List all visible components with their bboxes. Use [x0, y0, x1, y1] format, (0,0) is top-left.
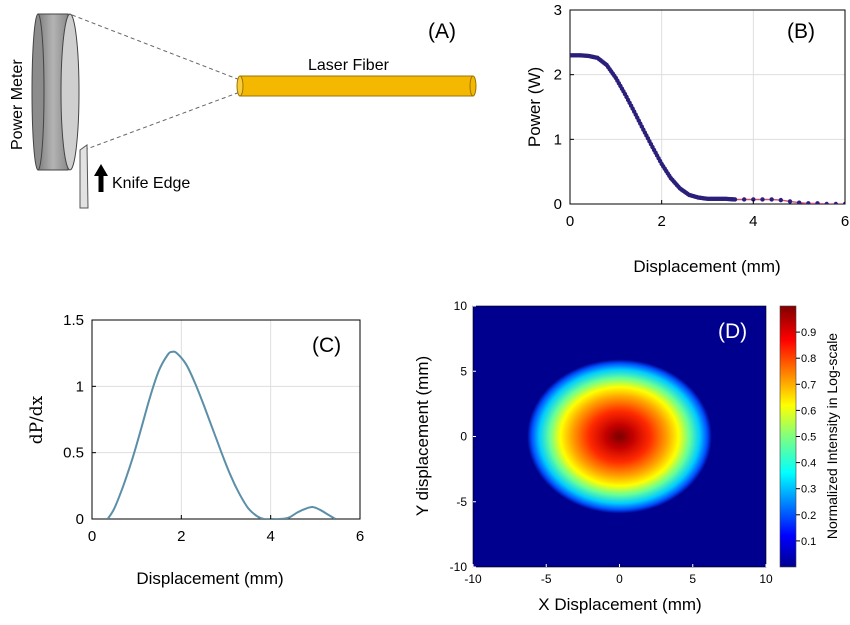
panel-d-heatmap: -10 -5 0 5 10 10 5 0 -5 -10 X Displacement (mm) Y… — [413, 299, 840, 614]
colorbar-label: Normalized Intensity in Log-scale — [824, 333, 840, 539]
panel-c-xtick-label: 0 — [88, 528, 96, 545]
panel-d-ticks: -10 -5 0 5 10 10 5 0 -5 -10 — [450, 299, 773, 586]
panel-b-data-point — [751, 197, 756, 202]
colorbar-ticks: 0.9 0.8 0.7 0.6 0.5 0.4 0.3 0.2 0.1 — [796, 327, 816, 548]
colorbar-tick-label: 0.2 — [801, 510, 816, 522]
panel-b-xlabel: Displacement (mm) — [633, 257, 780, 276]
panel-c-ylabel: dP/dx — [27, 395, 47, 444]
power-meter-label: Power Meter — [9, 59, 26, 150]
knife-edge-shape — [79, 144, 89, 209]
panel-b-data-point — [815, 201, 820, 204]
panel-b-data-point — [824, 201, 829, 204]
colorbar-tick-label: 0.7 — [801, 379, 816, 391]
panel-c-frame — [91, 319, 361, 520]
colorbar-tick-label: 0.8 — [801, 353, 816, 365]
panel-c-ticks: 0 2 4 6 0 0.5 1 1.5 — [63, 312, 364, 545]
panel-c-derivative-line — [106, 350, 336, 519]
laser-fiber-label: Laser Fiber — [308, 57, 390, 74]
colorbar-tick-label: 0.6 — [801, 405, 816, 417]
panel-c-ytick-label: 0.5 — [63, 445, 84, 462]
panel-d-label: (D) — [718, 320, 747, 343]
panel-c-xtick-label: 2 — [177, 528, 185, 545]
colorbar-tick-label: 0.4 — [801, 458, 816, 470]
panel-d-ylabel: Y displacement (mm) — [413, 356, 432, 516]
panel-b-chart: 0 2 4 6 0 1 2 3 Displacement (mm) Power (W) (B) — [525, 2, 849, 276]
panel-b-fit-line — [570, 54, 845, 204]
panel-c-xtick-label: 4 — [266, 528, 274, 545]
panel-b-xtick-label: 6 — [841, 213, 849, 230]
laser-fiber-shape — [236, 75, 477, 97]
beam-line-bottom — [83, 91, 241, 151]
colorbar-tick-label: 0.1 — [801, 536, 816, 548]
colorbar-tick-label: 0.3 — [801, 484, 816, 496]
panel-b-data-point — [796, 200, 802, 204]
panel-b-series — [570, 53, 845, 204]
panel-b-data-point — [842, 201, 845, 204]
panel-d-ytick-label: 0 — [460, 430, 467, 444]
power-meter-shape — [31, 13, 80, 171]
panel-b-ytick-label: 2 — [554, 67, 562, 84]
knife-edge-label: Knife Edge — [112, 175, 190, 192]
panel-d-ytick-label: 10 — [454, 299, 468, 313]
colorbar — [779, 305, 797, 568]
panel-b-ylabel: Power (W) — [525, 67, 544, 147]
panel-c-ytick-label: 1.5 — [63, 312, 84, 329]
panel-b-data-point — [806, 201, 811, 204]
panel-c-xlabel: Displacement (mm) — [136, 569, 283, 588]
panel-b-data-point — [732, 197, 738, 202]
panel-b-data-point — [787, 199, 793, 204]
panel-b-xtick-label: 4 — [749, 213, 757, 230]
panel-b-data-point — [778, 197, 784, 203]
panel-b-data-point — [833, 201, 839, 204]
arrow-up-icon — [94, 164, 108, 192]
panel-d-xtick-label: -5 — [541, 572, 552, 586]
panel-d-xtick-label: 10 — [759, 572, 773, 586]
panel-b-ticks: 0 2 4 6 0 1 2 3 — [554, 2, 850, 230]
colorbar-tick-label: 0.5 — [801, 432, 816, 444]
panel-d-xlabel: X Displacement (mm) — [538, 595, 701, 614]
panel-b-xtick-label: 0 — [566, 213, 574, 230]
panel-a-diagram: Power Meter Knife Edge Laser Fiber (A) — [9, 13, 477, 209]
panel-c-ytick-label: 1 — [76, 378, 84, 395]
panel-d-xtick-label: -10 — [464, 572, 482, 586]
panel-b-ytick-label: 1 — [554, 131, 562, 148]
panel-b-label: (B) — [787, 20, 815, 43]
panel-d-ytick-label: -5 — [456, 495, 467, 509]
panel-b-ytick-label: 3 — [554, 2, 562, 19]
panel-d-xtick-label: 5 — [689, 572, 696, 586]
panel-b-data-point — [741, 197, 747, 202]
panel-c-label: (C) — [312, 334, 341, 357]
panel-b-xtick-label: 2 — [657, 213, 665, 230]
panel-c-series — [106, 350, 336, 519]
panel-b-data-point — [760, 197, 765, 202]
panel-b-data-point — [769, 197, 774, 202]
colorbar-tick-label: 0.9 — [801, 327, 816, 339]
panel-b-ytick-label: 0 — [554, 196, 562, 213]
panel-b-frame — [569, 9, 846, 205]
panel-c-chart: 0 2 4 6 0 0.5 1 1.5 Displacement (mm) dP/dx (C) — [27, 312, 364, 588]
panel-d-ytick-label: -10 — [450, 560, 468, 574]
panel-c-xtick-label: 6 — [356, 528, 364, 545]
beam-intensity-spot — [527, 359, 712, 514]
panel-c-grid — [92, 320, 360, 519]
beam-line-top — [71, 14, 241, 81]
panel-d-ytick-label: 5 — [460, 364, 467, 378]
panel-c-ytick-label: 0 — [76, 511, 84, 528]
panel-d-xtick-label: 0 — [616, 572, 623, 586]
panel-a-label: (A) — [428, 20, 456, 43]
